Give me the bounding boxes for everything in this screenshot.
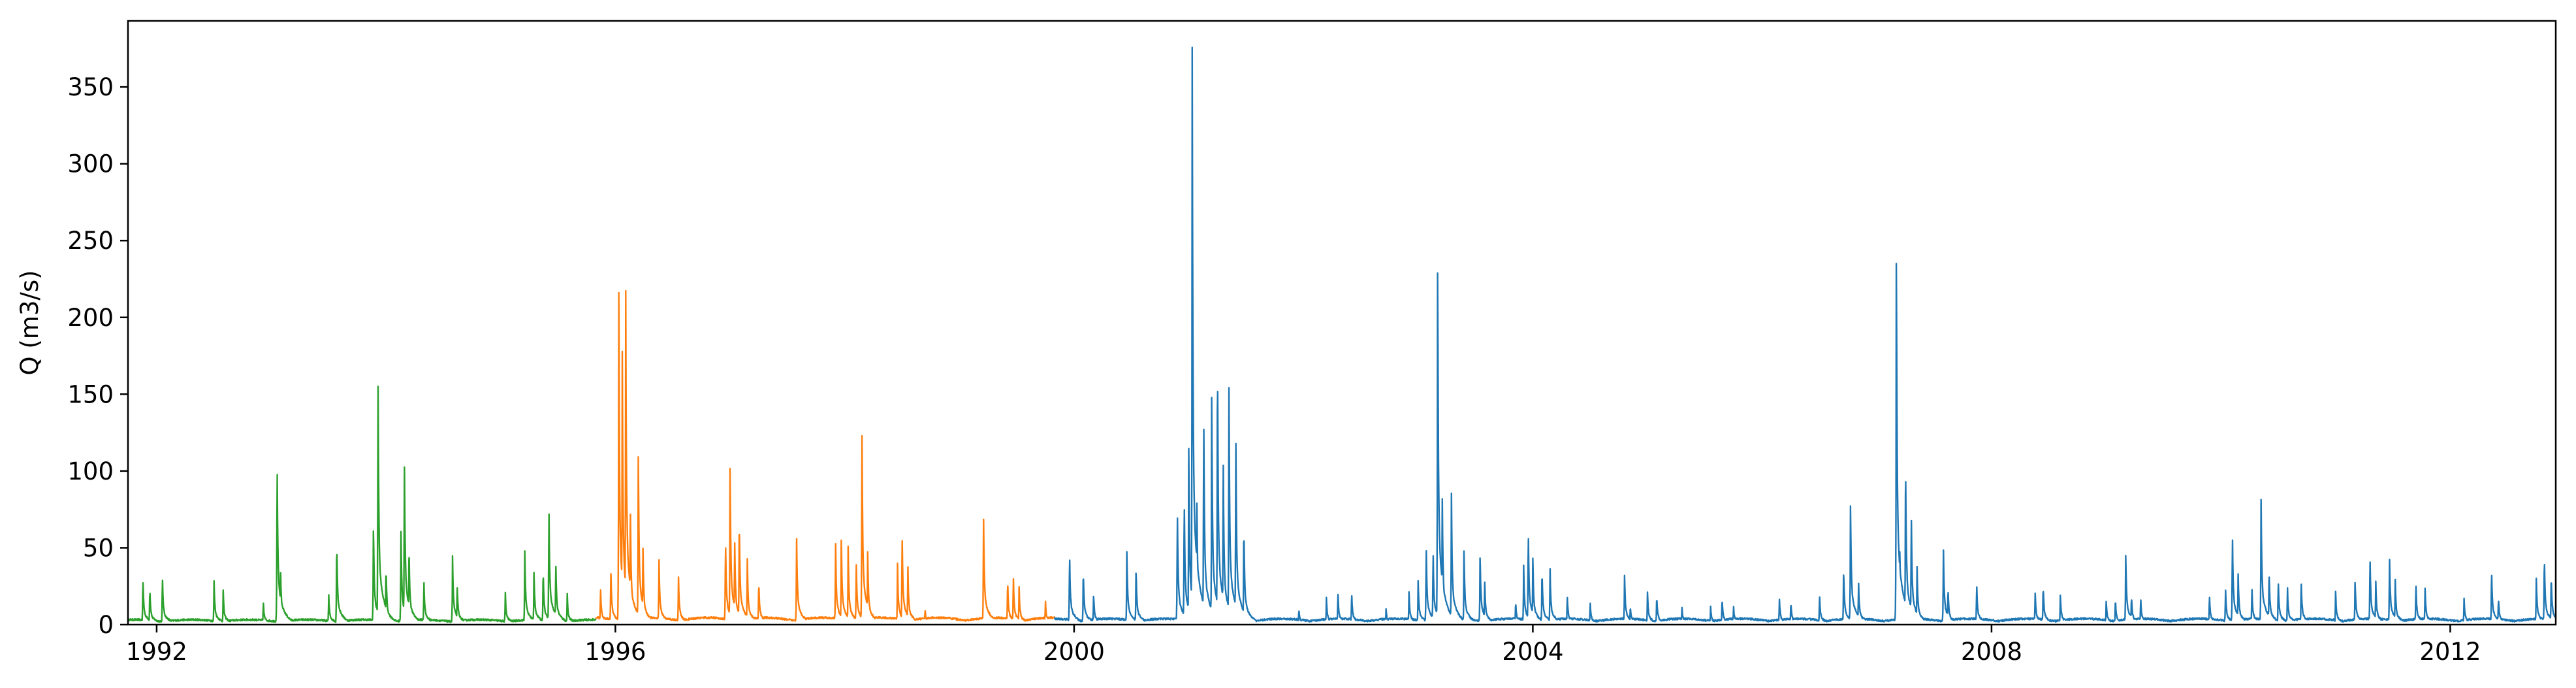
series-line-3 — [1053, 46, 2556, 623]
y-axis: 0 50 100 150 200 250 300 350 — [67, 73, 128, 639]
y-tick-label: 50 — [83, 534, 114, 562]
y-tick-label: 250 — [67, 227, 114, 255]
x-tick-label: 2004 — [1502, 638, 1563, 666]
series-line-1 — [127, 385, 597, 623]
series-line-2 — [595, 289, 1056, 622]
x-axis: 1992 1996 2000 2004 2008 2012 — [126, 625, 2481, 666]
y-tick-label: 150 — [67, 380, 114, 408]
plot-frame — [127, 20, 2557, 626]
y-tick-label: 200 — [67, 304, 114, 332]
y-axis-label: Q (m3/s) — [16, 270, 44, 375]
x-tick-label: 1996 — [584, 638, 646, 666]
x-tick-label: 2008 — [1961, 638, 2022, 666]
y-tick-label: 100 — [67, 457, 114, 485]
y-tick-label: 350 — [67, 73, 114, 101]
x-tick-label: 2000 — [1043, 638, 1105, 666]
x-tick-label: 2012 — [2419, 638, 2481, 666]
y-tick-label: 300 — [67, 150, 114, 178]
series-layer — [127, 46, 2556, 623]
x-tick-label: 1992 — [126, 638, 187, 666]
y-tick-label: 0 — [98, 611, 114, 639]
